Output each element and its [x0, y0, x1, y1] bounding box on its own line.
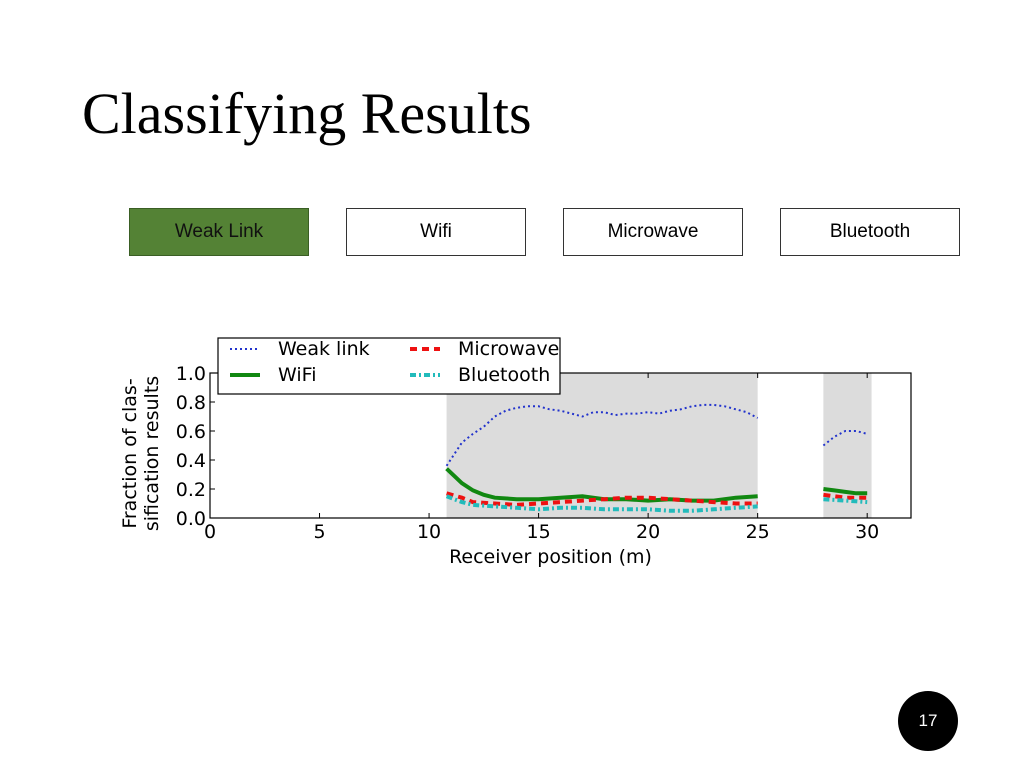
- legend-label-weak-link: Weak link: [278, 338, 370, 360]
- slide-title: Classifying Results: [82, 81, 532, 146]
- series-bluetooth-line-0: [445, 494, 758, 513]
- x-tick-label-4: 20: [636, 521, 660, 543]
- y-tick-label-0: 0.0: [176, 508, 206, 530]
- shaded-region-0: [446, 373, 758, 518]
- y-tick-label-2: 0.4: [176, 450, 206, 472]
- legend-label-microwave: Microwave: [458, 338, 559, 360]
- x-axis-label: Receiver position (m): [449, 546, 652, 568]
- x-tick-label-6: 30: [855, 521, 879, 543]
- y-tick-label-3: 0.6: [176, 421, 206, 443]
- series-weak-link-line-1: [822, 430, 868, 447]
- legend-label-wifi: WiFi: [278, 364, 316, 386]
- microwave-button[interactable]: Microwave: [563, 208, 743, 256]
- bluetooth-button[interactable]: Bluetooth: [780, 208, 960, 256]
- x-tick-label-3: 15: [527, 521, 551, 543]
- x-tick-label-5: 25: [746, 521, 770, 543]
- legend-box: [217, 337, 561, 395]
- classification-chart: 0 5 10 15 20 25 30 0.0 0.2 0.4 0.6 0.8 1.0 Receiver p…: [119, 337, 912, 568]
- legend-label-bluetooth: Bluetooth: [458, 364, 550, 386]
- series-microwave-line-0: [446, 491, 758, 507]
- y-axis-label-line-0: Fraction of clas-: [119, 378, 141, 528]
- y-tick-label-5: 1.0: [176, 363, 206, 385]
- wifi-button[interactable]: Wifi: [346, 208, 526, 256]
- x-tick-label-1: 5: [313, 521, 325, 543]
- weak-link-button[interactable]: Weak Link: [129, 208, 309, 256]
- series-microwave-line-1: [823, 492, 868, 500]
- series-wifi-line-1: [823, 487, 868, 496]
- page-number: 17: [918, 711, 938, 730]
- y-tick-label-1: 0.2: [176, 479, 206, 501]
- x-tick-label-2: 10: [417, 521, 441, 543]
- y-axis-label-line-1: sification results: [141, 376, 163, 531]
- page-number-badge: 17: [898, 691, 958, 751]
- x-tick-label-0: 0: [204, 521, 216, 543]
- y-tick-label-4: 0.8: [176, 392, 206, 414]
